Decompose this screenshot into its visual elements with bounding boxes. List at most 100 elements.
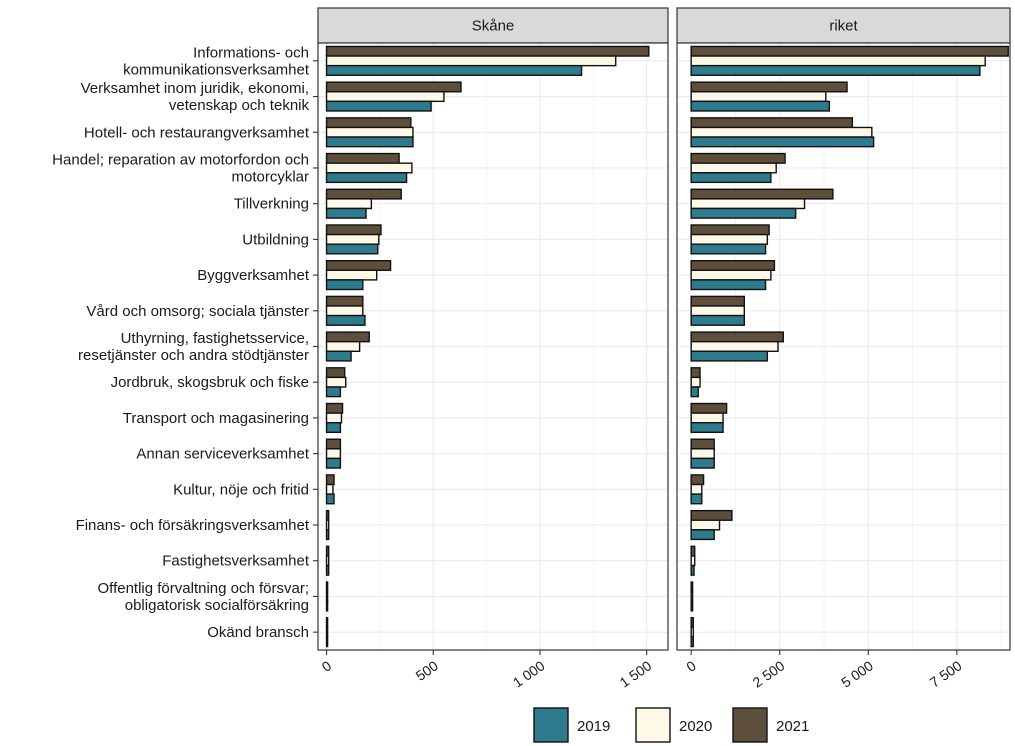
panel-border bbox=[676, 42, 1011, 651]
category-label: Jordbruk, skogsbruk och fiske bbox=[111, 374, 309, 391]
bar-2019 bbox=[325, 529, 330, 541]
bar-2020 bbox=[325, 198, 373, 210]
bar-2021 bbox=[325, 402, 344, 414]
bar-2019 bbox=[325, 314, 366, 326]
bar-2020 bbox=[690, 519, 721, 531]
bar-2020 bbox=[690, 412, 724, 424]
bar-2020 bbox=[690, 162, 777, 174]
bar-2019 bbox=[690, 564, 695, 576]
bar-2020 bbox=[690, 483, 703, 495]
bar-2020 bbox=[690, 55, 986, 67]
bar-2019 bbox=[325, 207, 367, 219]
bar-2020 bbox=[325, 448, 342, 460]
x-tick-label: 1 500 bbox=[616, 657, 654, 690]
category-label: Uthyrning, fastighetsservice, bbox=[121, 330, 309, 347]
bar-2021 bbox=[325, 331, 370, 343]
bar-2020 bbox=[690, 233, 769, 245]
bar-2021 bbox=[325, 152, 400, 164]
bar-2021 bbox=[325, 367, 346, 379]
bar-2020 bbox=[325, 233, 380, 245]
bar-2019 bbox=[325, 386, 342, 398]
bar-2019 bbox=[325, 100, 432, 112]
category-label: Hotell- och restaurangverksamhet bbox=[84, 124, 310, 141]
category-label: vetenskap och teknik bbox=[169, 97, 310, 114]
x-tick-label: 2 500 bbox=[750, 657, 788, 690]
category-label: motorcyklar bbox=[231, 168, 309, 185]
bar-2019 bbox=[325, 64, 583, 76]
x-tick-label: 7 500 bbox=[927, 657, 965, 690]
bar-2019 bbox=[690, 350, 769, 362]
bar-2020 bbox=[325, 162, 413, 174]
legend-key-2019 bbox=[533, 707, 569, 743]
bar-2019 bbox=[690, 100, 831, 112]
bar-2020 bbox=[325, 412, 343, 424]
category-label: obligatorisk socialförsäkring bbox=[125, 597, 309, 614]
bar-2021 bbox=[690, 617, 694, 629]
bar-2020 bbox=[690, 590, 694, 602]
facet-title: Skåne bbox=[472, 18, 515, 35]
category-label: Offentlig förvaltning och försvar; bbox=[98, 580, 310, 597]
bar-2021 bbox=[690, 295, 746, 307]
legend-key-2020 bbox=[635, 707, 671, 743]
bar-2021 bbox=[325, 474, 335, 486]
bar-2021 bbox=[325, 581, 329, 593]
bar-2019 bbox=[690, 600, 694, 612]
bar-2019 bbox=[690, 172, 772, 184]
bar-2021 bbox=[690, 438, 715, 450]
bar-2021 bbox=[325, 617, 329, 629]
bar-2019 bbox=[325, 172, 408, 184]
bar-2020 bbox=[325, 269, 378, 281]
bar-2021 bbox=[690, 581, 694, 593]
bar-2020 bbox=[325, 376, 347, 388]
bar-2019 bbox=[690, 493, 703, 505]
bar-2021 bbox=[325, 45, 650, 57]
bar-2020 bbox=[325, 126, 414, 138]
panel-1: riket 0 2 500 5 000 7 500 bbox=[676, 7, 1011, 691]
x-tick-label: 500 bbox=[413, 657, 441, 684]
bar-2021 bbox=[325, 81, 462, 93]
category-label: Kultur, nöje och fritid bbox=[173, 481, 309, 498]
bar-2019 bbox=[325, 457, 342, 469]
category-label: resetjänster och andra stödtjänster bbox=[78, 347, 309, 364]
facet-title: riket bbox=[829, 18, 858, 35]
bar-2020 bbox=[690, 126, 873, 138]
legend-label-2020: 2020 bbox=[679, 718, 712, 735]
bar-2019 bbox=[690, 422, 724, 434]
bar-2019 bbox=[690, 386, 699, 398]
facet-strip bbox=[317, 7, 669, 44]
bar-2019 bbox=[690, 279, 767, 291]
bar-2021 bbox=[690, 45, 1009, 57]
legend: 2019 2020 2021 bbox=[533, 707, 809, 743]
bar-2019 bbox=[690, 207, 797, 219]
bar-2021 bbox=[690, 474, 705, 486]
bar-2021 bbox=[690, 331, 784, 343]
bar-2019 bbox=[325, 493, 335, 505]
bar-2021 bbox=[325, 545, 330, 557]
bar-2020 bbox=[325, 483, 334, 495]
bar-2020 bbox=[690, 91, 827, 103]
legend-key-2021 bbox=[732, 707, 768, 743]
bar-2021 bbox=[325, 188, 402, 200]
bar-2020 bbox=[325, 91, 445, 103]
category-label: Utbildning bbox=[242, 231, 309, 248]
bar-2020 bbox=[325, 555, 330, 567]
bar-2021 bbox=[690, 117, 854, 129]
bar-2020 bbox=[325, 341, 361, 353]
bar-2021 bbox=[325, 438, 342, 450]
legend-label-2019: 2019 bbox=[577, 718, 610, 735]
bar-2019 bbox=[690, 457, 715, 469]
bar-2020 bbox=[690, 448, 715, 460]
bar-2019 bbox=[325, 564, 330, 576]
bar-2021 bbox=[690, 367, 701, 379]
x-tick-label: 0 bbox=[319, 657, 335, 675]
x-tick-label: 5 000 bbox=[838, 657, 876, 690]
legend-label-2021: 2021 bbox=[776, 718, 809, 735]
bar-2021 bbox=[325, 117, 412, 129]
category-label: Fastighetsverksamhet bbox=[162, 553, 310, 570]
category-label: Informations- och bbox=[193, 44, 309, 61]
bar-2019 bbox=[690, 314, 746, 326]
bar-2019 bbox=[325, 636, 329, 648]
bar-2021 bbox=[325, 259, 392, 271]
category-label: kommunikationsverksamhet bbox=[123, 61, 310, 78]
